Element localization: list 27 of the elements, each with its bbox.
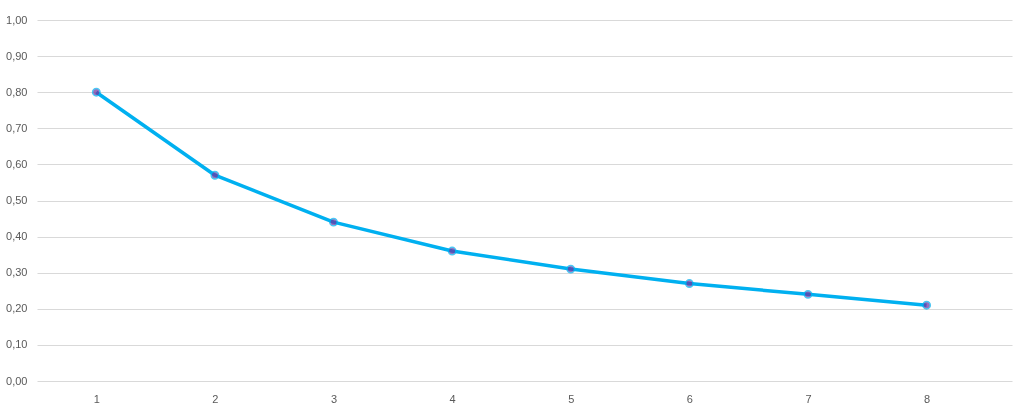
point <box>329 217 338 227</box>
x-tick-label: 2 <box>212 392 219 405</box>
y-tick-label: 1,00 <box>6 13 28 26</box>
x-tick-label: 7 <box>805 392 812 405</box>
y-tick-label: 0,60 <box>6 157 28 170</box>
x-tick-label: 5 <box>568 392 575 405</box>
y-tick-label: 0,40 <box>6 230 28 243</box>
x-tick-label: 8 <box>924 392 931 405</box>
point <box>566 264 576 274</box>
point <box>803 289 813 299</box>
x-tick-label: 6 <box>686 392 693 405</box>
y-tick-label: 0,90 <box>6 49 28 62</box>
x-tick-label: 4 <box>449 392 456 405</box>
y-tick-label: 0,80 <box>6 85 28 98</box>
y-tick-label: 0,00 <box>6 374 28 387</box>
y-tick-label: 0,20 <box>6 302 28 315</box>
y-tick-label: 0,70 <box>6 121 28 134</box>
y-tick-label: 0,30 <box>6 266 28 279</box>
point <box>922 300 932 310</box>
y-tick-label: 0,10 <box>6 338 28 351</box>
x-tick-label: 3 <box>330 392 338 405</box>
point <box>447 246 457 256</box>
x-tick-label: 1 <box>93 392 100 405</box>
point <box>684 279 694 288</box>
y-tick-label: 0,50 <box>6 194 28 206</box>
point <box>91 87 101 97</box>
point <box>210 170 220 180</box>
